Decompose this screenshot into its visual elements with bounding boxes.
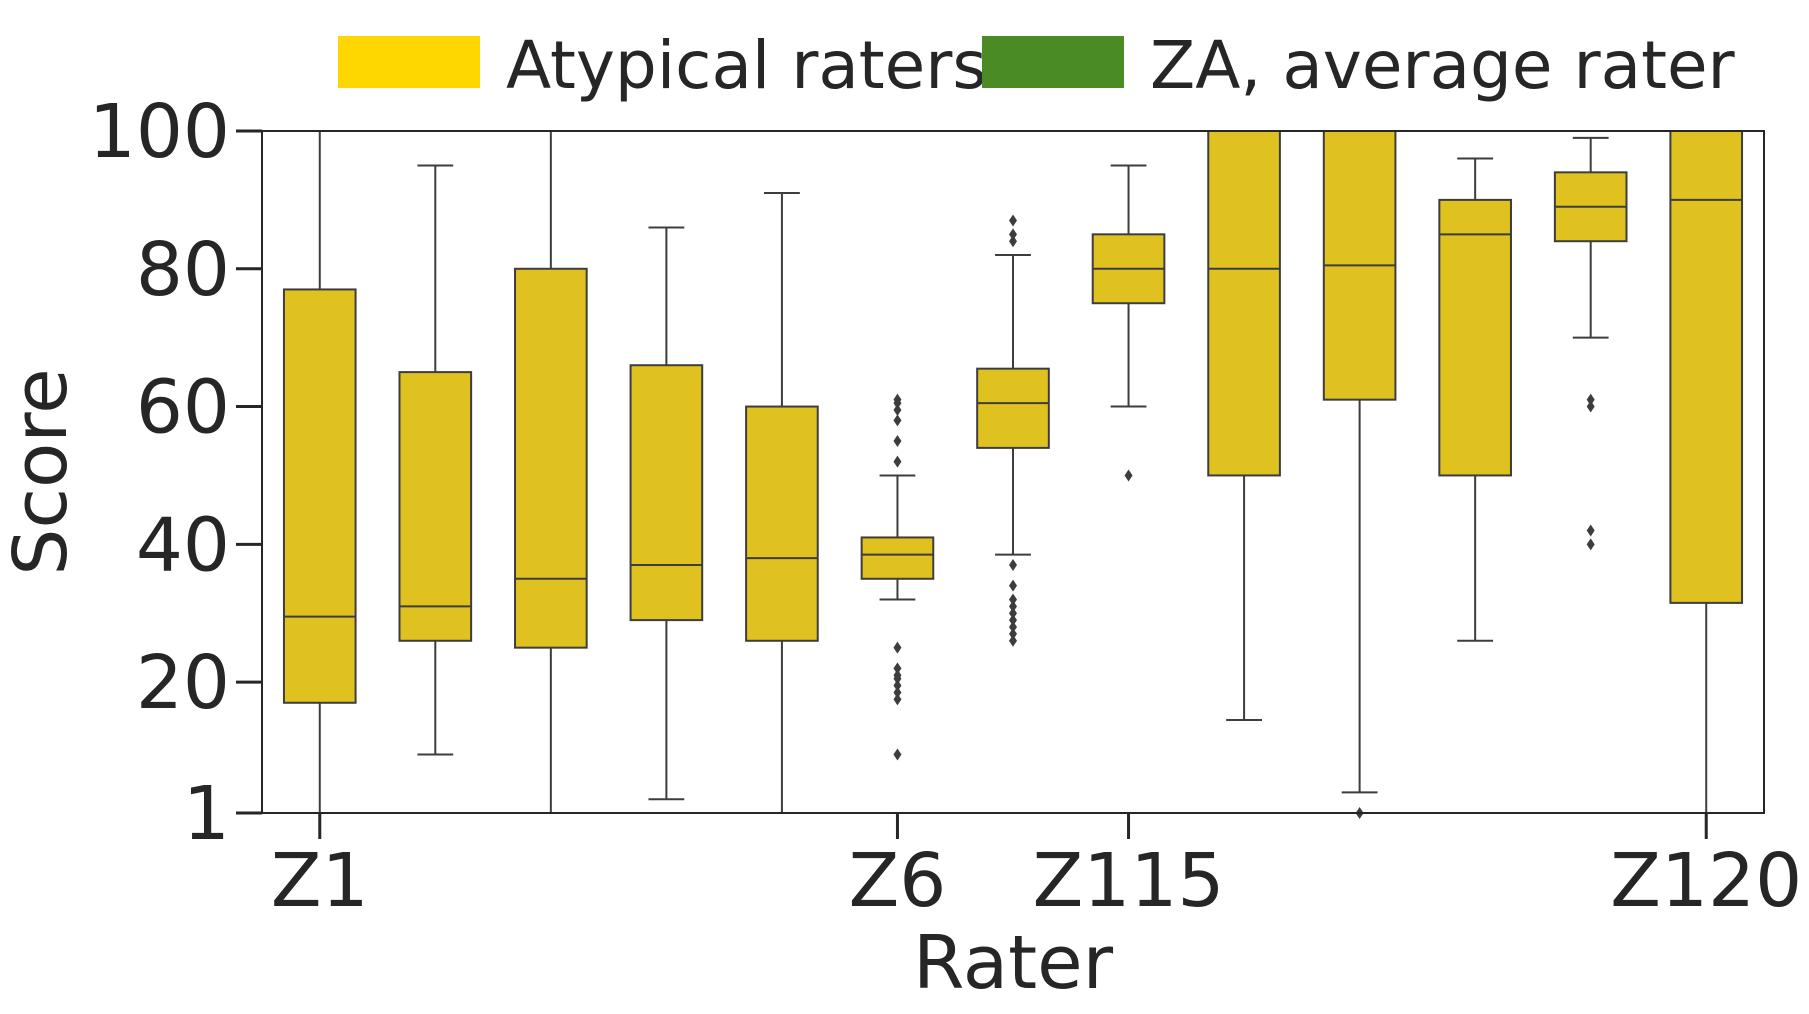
outlier-point <box>1009 614 1017 627</box>
box-iqr <box>1438 198 1512 477</box>
box-iqr <box>745 405 819 642</box>
box-12 <box>1553 136 1628 551</box>
outlier-point <box>893 686 902 699</box>
outlier-point <box>1009 579 1017 592</box>
legend-label-1: Atypical raters <box>506 27 987 104</box>
outlier-point <box>1009 621 1017 633</box>
x-axis-label: Rater <box>913 920 1114 1006</box>
box-10 <box>1322 130 1397 819</box>
box-iqr <box>629 364 704 622</box>
outlier-point <box>1009 593 1017 606</box>
outlier-point <box>1586 393 1595 406</box>
boxes <box>282 130 1744 819</box>
outlier-point <box>1009 235 1017 248</box>
outlier-point <box>893 669 902 682</box>
outlier-point <box>1009 228 1017 241</box>
legend-swatch-1 <box>338 36 480 88</box>
x-tick-label: Z115 <box>1033 838 1225 924</box>
box-1 <box>282 130 357 814</box>
outlier-point <box>893 679 902 692</box>
outlier-point <box>1009 214 1017 227</box>
y-tick-label: 80 <box>136 227 230 313</box>
box-13 <box>1669 130 1744 814</box>
x-tick-label: Z120 <box>1610 838 1802 924</box>
outlier-point <box>1009 634 1017 647</box>
x-tick-label: Z6 <box>849 838 947 924</box>
box-iqr <box>860 536 935 580</box>
y-tick-label: 40 <box>136 502 230 588</box>
box-iqr <box>1207 130 1281 477</box>
y-tick-label: 1 <box>183 771 230 857</box>
box-9 <box>1207 130 1281 721</box>
outlier-point <box>1009 627 1017 640</box>
outlier-point <box>1009 600 1017 613</box>
legend: Atypical raters ZA, average rater <box>338 27 1736 104</box>
outlier-point <box>1009 607 1017 620</box>
outlier-point <box>893 641 902 654</box>
box-iqr <box>1669 130 1744 604</box>
outlier-point <box>893 404 902 416</box>
box-7 <box>976 214 1050 647</box>
outlier-point <box>893 455 902 468</box>
box-iqr <box>514 267 588 649</box>
x-tick-label: Z1 <box>271 838 369 924</box>
box-iqr <box>398 371 473 642</box>
outlier-point <box>893 693 902 706</box>
box-iqr <box>282 288 357 704</box>
box-2 <box>398 164 473 756</box>
box-iqr <box>976 367 1050 449</box>
box-6 <box>860 393 935 761</box>
y-tick-label: 100 <box>89 89 230 175</box>
outlier-point <box>893 748 902 761</box>
box-3 <box>514 130 588 814</box>
outlier-point <box>1009 559 1017 571</box>
y-tick-label: 20 <box>136 640 230 726</box>
axes: 1 20 40 60 80 100 Z1 Z6 Z115 Z120 Rater Score <box>0 89 1802 1006</box>
outlier-point <box>893 435 902 447</box>
y-tick-label: 60 <box>136 365 230 451</box>
legend-swatch-2 <box>982 36 1124 88</box>
legend-label-2: ZA, average rater <box>1150 27 1736 104</box>
outlier-point <box>1124 469 1133 482</box>
y-axis-label: Score <box>0 368 84 575</box>
plot-frame <box>261 130 1765 814</box>
box-11 <box>1438 157 1512 642</box>
outlier-point <box>1586 538 1595 551</box>
outlier-point <box>893 414 902 427</box>
box-5 <box>745 192 819 814</box>
box-8 <box>1091 164 1166 482</box>
outlier-point <box>893 393 902 406</box>
outlier-point <box>1586 524 1595 537</box>
box-4 <box>629 226 704 801</box>
outlier-point <box>893 662 902 675</box>
outlier-point <box>1586 400 1595 413</box>
